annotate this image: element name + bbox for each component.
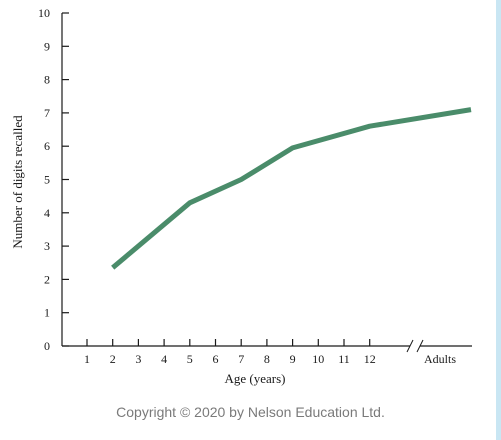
x-tick-label-8: 8: [264, 352, 270, 366]
y-tick-label-7: 7: [44, 106, 50, 120]
copyright-text: Copyright © 2020 by Nelson Education Ltd…: [116, 404, 385, 420]
y-tick-label-8: 8: [44, 73, 50, 87]
y-tick-label-0: 0: [44, 339, 50, 353]
x-axis-break-mark-2: [416, 339, 424, 353]
x-tick-label-5: 5: [187, 352, 193, 366]
x-tick-label-1: 1: [84, 352, 90, 366]
x-axis-break-mark-1: [406, 339, 414, 353]
x-tick-label-12: 12: [364, 352, 376, 366]
y-tick-label-2: 2: [44, 272, 50, 286]
side-accent-bar: [496, 0, 501, 440]
y-tick-label-5: 5: [44, 173, 50, 187]
x-tick-label-10: 10: [312, 352, 324, 366]
x-tick-label-3: 3: [135, 352, 141, 366]
y-axis-title: Number of digits recalled: [10, 115, 25, 249]
x-tick-label-9: 9: [290, 352, 296, 366]
y-tick-label-1: 1: [44, 306, 50, 320]
x-tick-label-4: 4: [161, 352, 167, 366]
x-tick-label-7: 7: [238, 352, 244, 366]
y-tick-label-10: 10: [38, 6, 50, 20]
x-tick-label-adults: Adults: [424, 352, 456, 366]
y-tick-label-3: 3: [44, 239, 50, 253]
y-tick-label-4: 4: [44, 206, 50, 220]
x-tick-label-2: 2: [110, 352, 116, 366]
x-axis-title: Age (years): [225, 371, 286, 386]
x-tick-label-6: 6: [213, 352, 219, 366]
y-tick-label-6: 6: [44, 139, 50, 153]
series-line-0: [111, 107, 472, 270]
y-tick-label-9: 9: [44, 39, 50, 53]
x-tick-label-11: 11: [338, 352, 350, 366]
